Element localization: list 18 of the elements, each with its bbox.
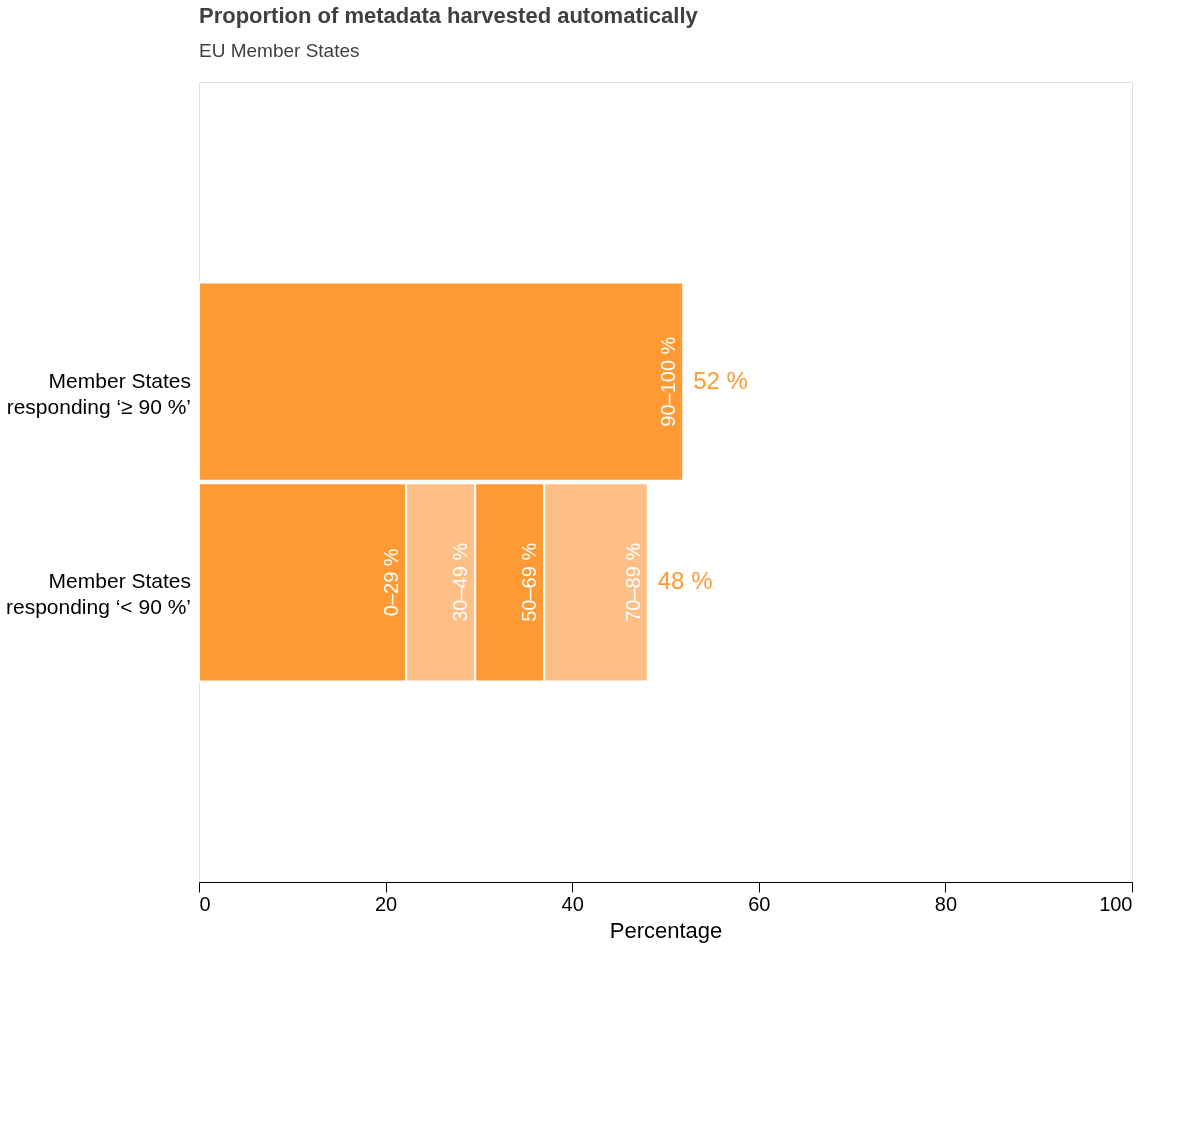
series-label: 90–100 % (657, 336, 680, 427)
x-axis-title: Percentage (609, 917, 723, 943)
y-tick-label: Member States responding ‘≥ 90 %’ (6, 368, 191, 418)
y-tick-label: Member States responding ‘< 90 %’ (5, 569, 191, 619)
series-label: 30–49 % (449, 542, 472, 622)
chart-title: Proportion of metadata harvested automatically (199, 3, 699, 28)
x-tick-label: 80 (934, 892, 958, 915)
series-label: 50–69 % (518, 542, 541, 622)
x-tick-label: 60 (748, 892, 771, 915)
x-tick-label: 100 (1099, 892, 1133, 915)
x-tick-label: 0 (199, 892, 211, 915)
chart-subtitle: EU Member States (199, 40, 360, 61)
total-label: 48 % (657, 567, 713, 595)
series-label: 70–89 % (621, 542, 644, 622)
x-tick-label: 40 (561, 892, 584, 915)
series-label: 0–29 % (380, 548, 403, 617)
x-tick-label: 20 (374, 892, 398, 915)
total-label: 52 % (693, 366, 748, 394)
